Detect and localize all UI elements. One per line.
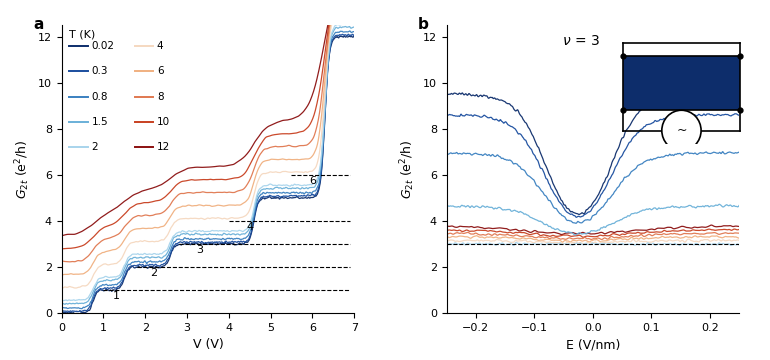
Text: 3: 3 xyxy=(196,245,203,255)
Text: 12: 12 xyxy=(157,142,170,152)
Text: b: b xyxy=(418,17,429,32)
Text: 6: 6 xyxy=(157,66,163,76)
Text: 2: 2 xyxy=(150,268,157,278)
Text: 4: 4 xyxy=(157,41,163,51)
Circle shape xyxy=(662,110,701,151)
Text: 2: 2 xyxy=(92,142,99,152)
Text: 0.02: 0.02 xyxy=(92,41,115,51)
X-axis label: E (V/nm): E (V/nm) xyxy=(566,338,620,351)
Text: ~: ~ xyxy=(676,124,687,137)
Text: 6: 6 xyxy=(309,176,316,186)
Text: a: a xyxy=(34,17,44,32)
Text: 4: 4 xyxy=(246,222,253,232)
X-axis label: V (V): V (V) xyxy=(192,338,223,351)
Y-axis label: $G_{2t}$ (e$^2$/h): $G_{2t}$ (e$^2$/h) xyxy=(14,139,32,199)
Text: $\nu$ = 3: $\nu$ = 3 xyxy=(562,35,600,48)
Text: 0.3: 0.3 xyxy=(92,66,109,76)
Text: T (K): T (K) xyxy=(69,30,95,40)
Bar xyxy=(622,56,741,110)
Text: 8: 8 xyxy=(157,92,163,102)
Y-axis label: $G_{2t}$ (e$^2$/h): $G_{2t}$ (e$^2$/h) xyxy=(399,139,417,199)
Text: 10: 10 xyxy=(157,117,170,127)
Text: 1.5: 1.5 xyxy=(92,117,109,127)
Text: 1: 1 xyxy=(112,291,119,301)
Text: 0.8: 0.8 xyxy=(92,92,109,102)
